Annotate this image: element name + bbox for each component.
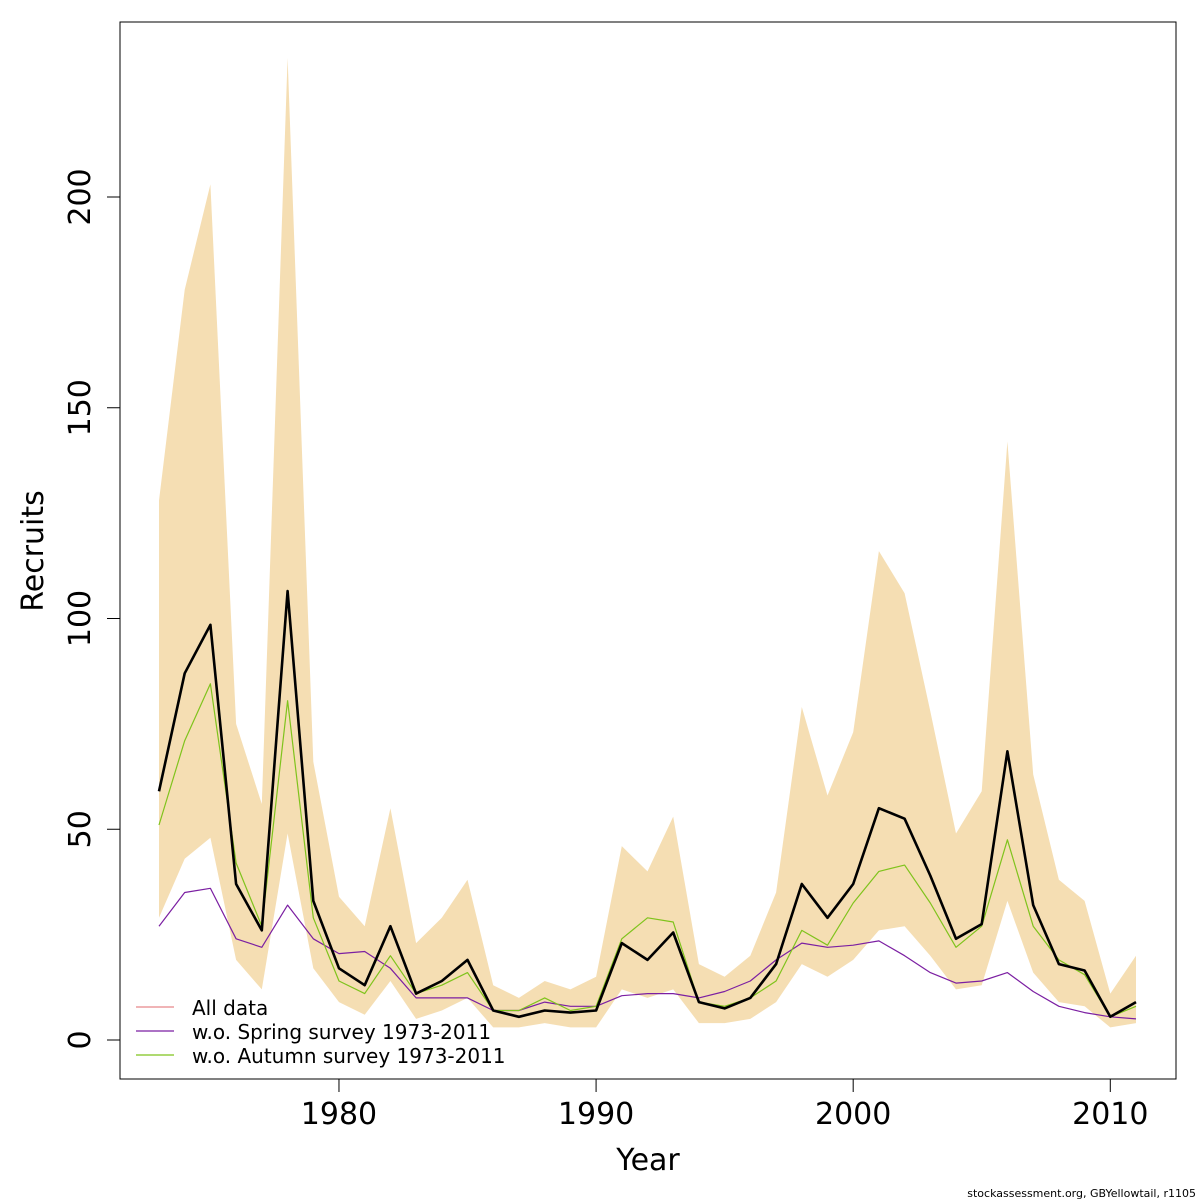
x-tick-label: 1980 xyxy=(301,1097,377,1132)
x-tick-label: 2010 xyxy=(1072,1097,1148,1132)
legend-label: All data xyxy=(192,996,268,1020)
confidence-band xyxy=(159,57,1136,1028)
y-axis-title: Recruits xyxy=(16,490,51,612)
y-axis: 0 50 100 150 200 xyxy=(63,168,121,1050)
legend-label: w.o. Autumn survey 1973-2011 xyxy=(192,1044,506,1068)
y-tick-label: 100 xyxy=(63,590,98,647)
series-line-all-data xyxy=(157,589,1137,1019)
x-axis: 1980 1990 2000 2010 xyxy=(301,1078,1148,1132)
series-line-w-o-spring-survey-1973-2011 xyxy=(158,887,1137,1020)
legend-item: w.o. Autumn survey 1973-2011 xyxy=(136,1044,506,1068)
y-tick-label: 50 xyxy=(63,810,98,848)
confidence-band-layer xyxy=(159,57,1136,1028)
footer-credit: stockassessment.org, GBYellowtail, r1105 xyxy=(967,1187,1196,1200)
series-line-w-o-autumn-survey-1973-2011 xyxy=(158,683,1137,1018)
y-tick-label: 200 xyxy=(63,168,98,225)
series-layer xyxy=(157,589,1137,1020)
x-tick-label: 2000 xyxy=(815,1097,891,1132)
legend-label: w.o. Spring survey 1973-2011 xyxy=(192,1020,491,1044)
legend-item: w.o. Spring survey 1973-2011 xyxy=(136,1020,491,1044)
y-tick-label: 0 xyxy=(63,1030,98,1049)
legend-item: All data xyxy=(136,996,268,1020)
x-axis-title: Year xyxy=(615,1143,680,1178)
y-tick-label: 150 xyxy=(63,379,98,436)
x-tick-label: 1990 xyxy=(558,1097,634,1132)
